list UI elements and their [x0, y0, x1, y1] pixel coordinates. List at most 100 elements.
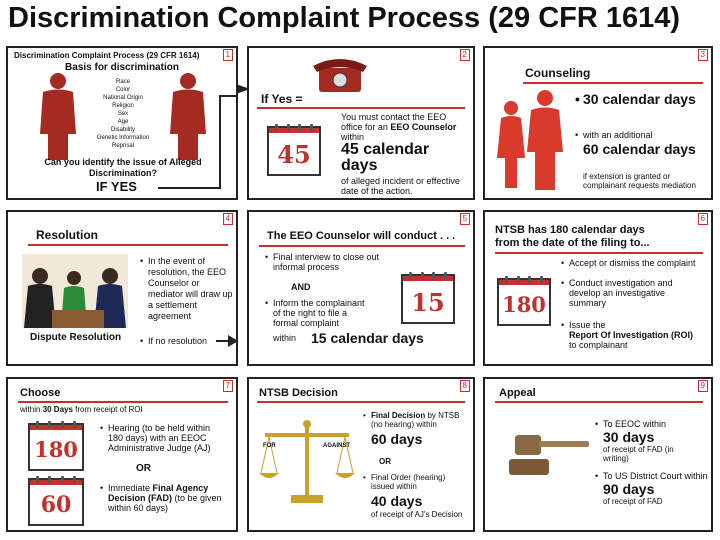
calendar-15: 15 — [401, 272, 455, 324]
basis-item: Color — [115, 87, 131, 93]
calendar-number: 180 — [34, 437, 78, 462]
panel-number: 2 — [459, 49, 470, 61]
arrow-head-icon — [236, 84, 250, 94]
deadline-15-days: 15 calendar days — [311, 330, 424, 346]
basis-item: Age — [117, 119, 129, 125]
if-yes-label: If Yes = — [261, 92, 303, 106]
appeal-90-note: of receipt of FAD — [603, 497, 663, 506]
title-underline — [495, 252, 703, 254]
calendar-number: 45 — [277, 140, 311, 169]
appeal-30-note: of receipt of FAD (in writing) — [603, 445, 674, 463]
issue-roi-bullet: Issue the Report Of Investigation (ROI) … — [561, 320, 709, 350]
telephone-icon — [313, 59, 367, 92]
extension-condition: if extension is granted or complainant r… — [583, 172, 696, 190]
scales-of-justice-icon — [259, 420, 355, 503]
final-interview-bullet: Final interview to close out informal pr… — [265, 252, 383, 272]
eeoc-appeal-bullet: To EEOC within — [595, 419, 666, 429]
choose-window: within 30 Days from receipt of ROI — [20, 405, 143, 414]
calendar-180: 180 — [28, 421, 84, 471]
hearing-bullet: Hearing (to be held within 180 days) wit… — [100, 423, 224, 453]
title-underline — [259, 245, 465, 247]
panel-number: 4 — [222, 213, 233, 225]
basis-item: Sex — [117, 111, 129, 117]
panel-title: Counseling — [525, 66, 591, 80]
panel-subtitle: Basis for discrimination — [65, 62, 179, 73]
basis-item: Genetic Information — [96, 135, 150, 141]
panel-number: 3 — [697, 49, 708, 61]
for-label: FOR — [263, 443, 276, 449]
order-note: of receipt of AJ's Decision — [371, 510, 463, 519]
basis-item: Race — [115, 79, 130, 85]
panel-ntsb-180: 6 NTSB has 180 calendar days from the da… — [483, 210, 713, 366]
no-resolution-bullet: If no resolution — [140, 336, 207, 346]
district-court-bullet: To US District Court within — [595, 471, 711, 481]
if-yes-label: IF YES — [96, 179, 137, 194]
basis-item: Disability — [110, 127, 135, 133]
panel-number: 7 — [222, 380, 233, 392]
panel-counseling: 3 Counseling 30 calendar days with an ad… — [483, 46, 713, 200]
panel-ntsb-decision: 8 NTSB Decision FOR AGAINST Final Decisi… — [247, 377, 475, 532]
panel-number: 1 — [222, 49, 233, 61]
panel-choose: 7 Choose within 30 Days from receipt of … — [6, 377, 238, 532]
panel-appeal: 9 Appeal To EEOC within 30 days of recei… — [483, 377, 713, 532]
appeal-30-days: 30 days — [603, 429, 655, 445]
or-label: OR — [379, 457, 391, 466]
panel-title: The EEO Counselor will conduct . . . — [267, 230, 456, 242]
panel-eeo-contact: 2 If Yes = 45 You must contact the EEO o… — [247, 46, 475, 200]
title-underline — [257, 107, 465, 109]
meeting-illustration — [22, 254, 128, 328]
panel-number: 9 — [697, 380, 708, 392]
panel-number: 6 — [697, 213, 708, 225]
arrow-right-icon — [216, 335, 236, 347]
arrow-connector — [158, 95, 236, 189]
extension-note: with an additional — [575, 130, 653, 140]
investigation-bullet: Conduct investigation and develop an inv… — [561, 278, 693, 308]
calendar-number: 15 — [411, 288, 445, 317]
panel-number: 5 — [459, 213, 470, 225]
against-label: AGAINST — [323, 443, 350, 449]
calendar-number: 180 — [502, 292, 546, 317]
deadline-note: of alleged incident or effective date of… — [341, 176, 460, 196]
final-decision-bullet: Final Decision by NTSB(no hearing) withi… — [363, 411, 471, 429]
title-underline — [257, 401, 465, 403]
panel-subtitle: from the date of the filing to... — [495, 237, 650, 249]
dispute-resolution-caption: Dispute Resolution — [30, 332, 122, 343]
panel-number: 8 — [459, 380, 470, 392]
calendar-number: 60 — [40, 492, 72, 518]
calendar-180: 180 — [497, 276, 551, 326]
basis-item: Reprisal — [111, 143, 134, 149]
title-underline — [523, 82, 703, 84]
within-label: within — [273, 333, 297, 343]
and-label: AND — [291, 282, 311, 292]
page-title: Discrimination Complaint Process (29 CFR… — [8, 2, 681, 34]
contact-instruction: You must contact the EEO office for an E… — [341, 112, 457, 142]
panel-title: NTSB has 180 calendar days — [495, 224, 645, 236]
title-underline — [495, 401, 703, 403]
inform-complainant-bullet: Inform the complainant of the right to f… — [265, 298, 371, 328]
basis-item: National Origin — [103, 95, 143, 101]
calendar-45: 45 — [267, 124, 321, 176]
counseling-people-icon — [497, 90, 563, 190]
panel-basis: 1 Discrimination Complaint Process (29 C… — [6, 46, 238, 200]
person-right-icon — [170, 73, 206, 160]
basis-list: Race Color National Origin Religion Sex … — [78, 78, 168, 150]
panel-title: Resolution — [36, 228, 98, 242]
panel-title: Appeal — [499, 387, 536, 399]
person-left-icon — [40, 73, 76, 160]
basis-item: Religion — [112, 103, 134, 109]
order-40-days: 40 days — [371, 493, 423, 509]
fad-bullet: Immediate Final Agency Decision (FAD) (t… — [100, 483, 224, 513]
title-underline — [18, 401, 228, 403]
extension-deadline: 60 calendar days — [583, 141, 696, 157]
title-underline — [28, 244, 228, 246]
panel-resolution: 4 Resolution Dispute Resolution In the e… — [6, 210, 238, 366]
panel-counselor-conduct: 5 The EEO Counselor will conduct . . . F… — [247, 210, 475, 366]
decision-60-days: 60 days — [371, 431, 423, 447]
final-order-bullet: Final Order (hearing) issued within — [363, 473, 461, 491]
or-label: OR — [136, 463, 151, 474]
panel-title: Choose — [20, 387, 61, 399]
deadline-45-days: 45 calendar days — [341, 141, 430, 174]
calendar-60: 60 — [28, 476, 84, 526]
panel-header: Discrimination Complaint Process (29 CFR… — [14, 51, 200, 60]
gavel-icon — [509, 435, 589, 475]
